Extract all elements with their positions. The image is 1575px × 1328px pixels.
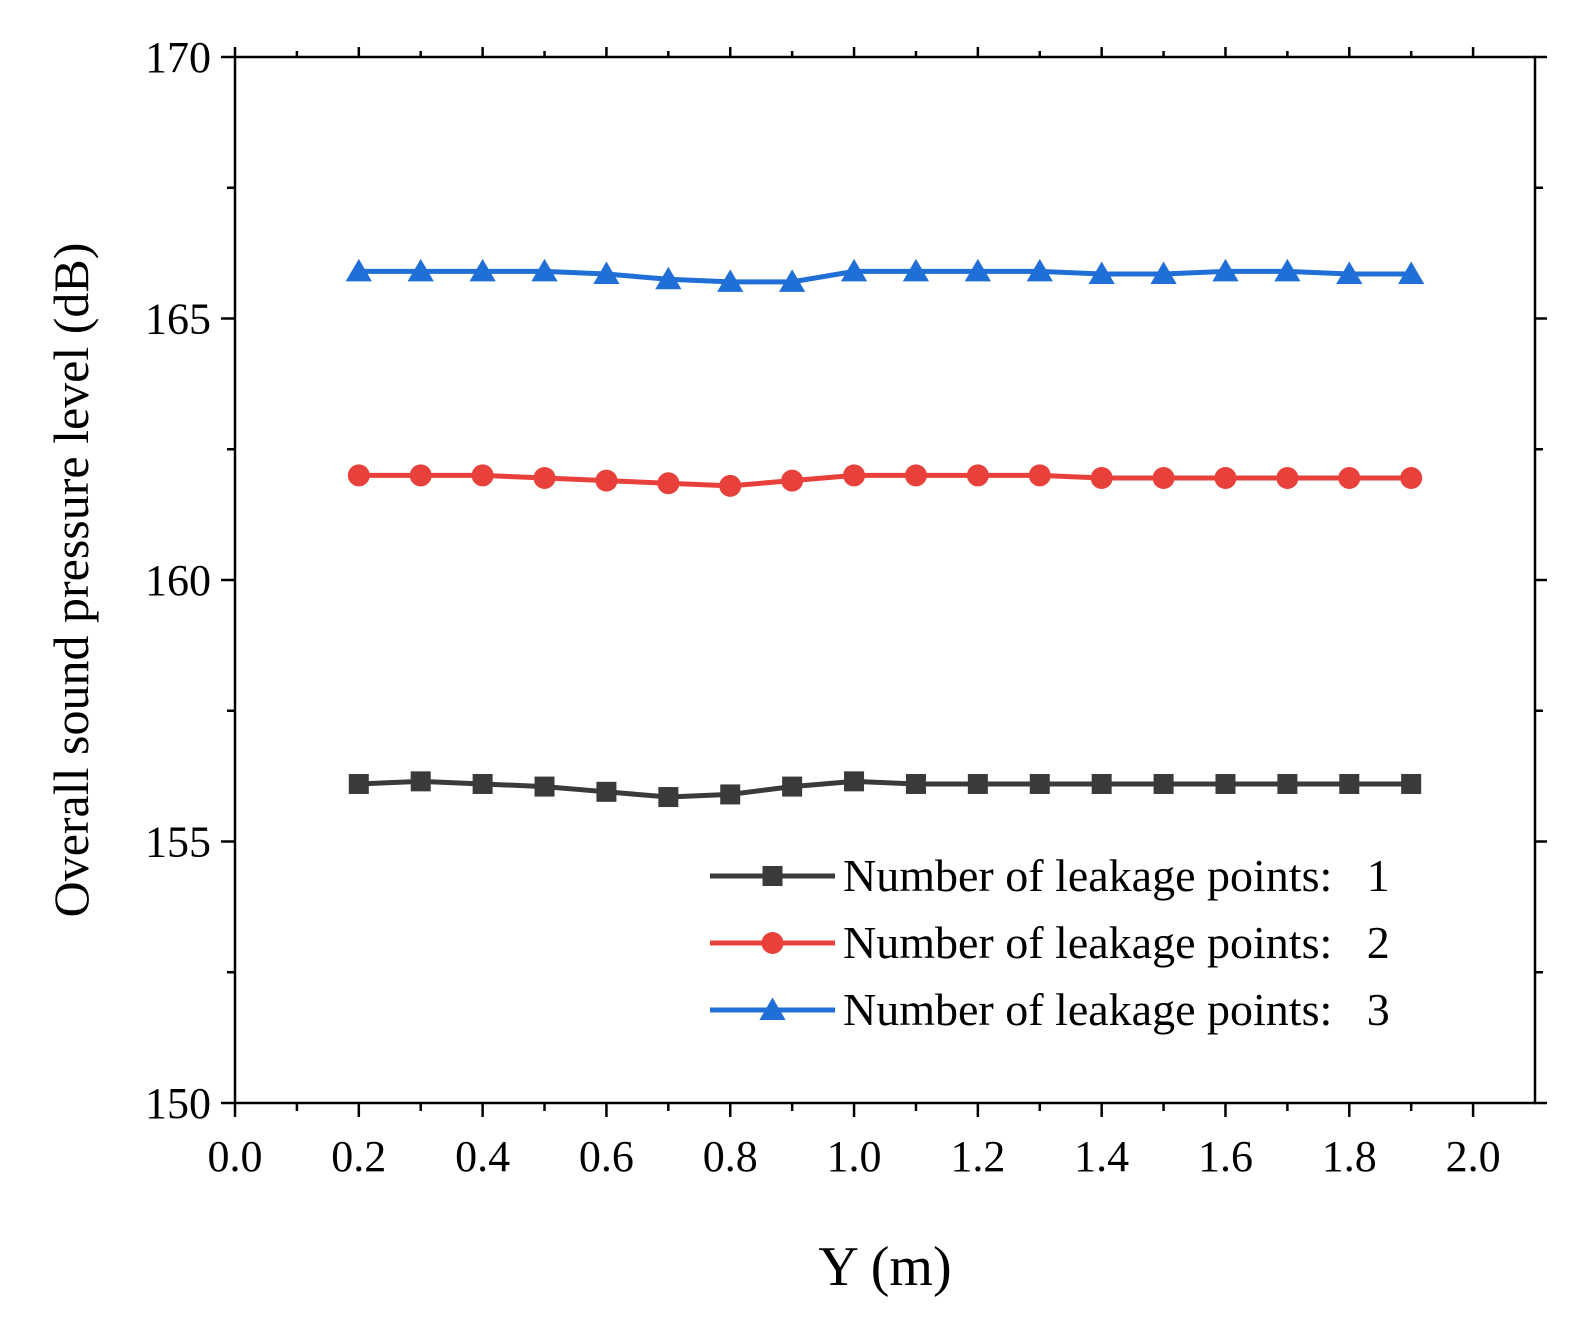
data-point	[657, 472, 680, 495]
legend-label: Number of leakage points: 2	[843, 917, 1390, 968]
data-point	[1153, 773, 1174, 794]
data-point	[409, 464, 432, 487]
data-point	[595, 469, 618, 492]
data-point	[593, 261, 620, 285]
data-point	[1212, 258, 1239, 282]
y-tick-label: 155	[145, 818, 211, 867]
y-axis-title: Overall sound pressure level (dB)	[43, 243, 99, 918]
data-point	[1152, 467, 1175, 490]
x-tick-label: 1.4	[1074, 1132, 1129, 1181]
data-point	[905, 773, 926, 794]
data-point	[844, 771, 865, 792]
y-tick-label: 165	[145, 295, 211, 344]
series-2	[347, 464, 1423, 497]
data-point	[717, 269, 744, 292]
data-point	[471, 464, 494, 487]
data-point	[534, 776, 555, 797]
legend-swatch-marker	[759, 997, 786, 1020]
x-tick-label: 0.0	[208, 1132, 263, 1181]
series-3	[345, 258, 1425, 292]
data-point	[1336, 261, 1363, 285]
legend-label: Number of leakage points: 3	[843, 984, 1390, 1035]
data-point	[782, 776, 803, 797]
x-axis: 0.0 0.2 0.4 0.6 0.8 1.0 1.2 1.4 1.6 1.8 2.0	[208, 47, 1501, 1181]
data-point	[1028, 464, 1051, 487]
legend-swatch-marker	[762, 866, 783, 886]
x-tick-label: 1.8	[1322, 1132, 1377, 1181]
data-point	[1029, 773, 1050, 794]
x-tick-label: 0.2	[331, 1132, 386, 1181]
data-point	[533, 467, 556, 490]
data-point	[1026, 258, 1053, 282]
legend-item: Number of leakage points: 1	[710, 850, 1390, 901]
data-point	[1398, 261, 1425, 285]
x-tick-label: 1.0	[827, 1132, 882, 1181]
data-point	[655, 266, 682, 290]
y-tick-label: 160	[145, 556, 211, 605]
data-point	[840, 258, 868, 282]
data-point	[348, 773, 369, 794]
data-point	[410, 771, 431, 792]
legend: Number of leakage points: 1 Number of lea…	[710, 850, 1390, 1035]
legend-item: Number of leakage points: 3	[710, 984, 1390, 1035]
y-tick-label: 170	[145, 33, 211, 82]
data-point	[472, 773, 493, 794]
data-point	[1150, 261, 1177, 285]
series-line	[358, 268, 1412, 285]
data-point	[1215, 773, 1236, 794]
series-layer	[345, 258, 1425, 808]
series-line	[358, 472, 1412, 489]
data-point	[843, 464, 866, 487]
data-point	[779, 269, 806, 292]
data-point	[469, 258, 496, 282]
legend-label: Number of leakage points: 1	[843, 850, 1390, 901]
y-tick-label: 150	[145, 1079, 211, 1128]
data-point	[1401, 773, 1422, 794]
x-tick-label: 1.6	[1198, 1132, 1253, 1181]
x-axis-title: Y (m)	[818, 1236, 951, 1298]
legend-swatch-marker	[761, 932, 784, 954]
data-point	[347, 464, 370, 487]
legend-item: Number of leakage points: 2	[710, 917, 1390, 968]
x-tick-label: 2.0	[1446, 1132, 1501, 1181]
data-point	[1338, 467, 1361, 490]
x-tick-label: 0.4	[455, 1132, 510, 1181]
data-point	[967, 773, 988, 794]
data-point	[658, 787, 679, 808]
data-point	[1091, 773, 1112, 794]
series-1	[348, 771, 1422, 808]
x-tick-label: 0.6	[579, 1132, 634, 1181]
series-line	[358, 778, 1412, 800]
data-point	[1088, 261, 1115, 285]
data-point	[966, 464, 989, 487]
x-tick-label: 0.8	[703, 1132, 758, 1181]
data-point	[345, 258, 372, 282]
data-point	[902, 258, 930, 282]
data-point	[719, 474, 742, 497]
data-point	[1276, 467, 1299, 490]
x-tick-label: 1.2	[950, 1132, 1005, 1181]
data-point	[1400, 467, 1423, 490]
y-axis: 150 155 160 165 170	[145, 33, 1547, 1128]
data-point	[964, 258, 991, 282]
data-point	[720, 784, 741, 805]
data-point	[1274, 258, 1301, 282]
data-point	[1214, 467, 1237, 490]
data-point	[904, 464, 927, 487]
data-point	[1277, 773, 1298, 794]
data-point	[596, 781, 617, 802]
data-point	[531, 258, 558, 282]
data-point	[1090, 467, 1113, 490]
data-point	[781, 469, 804, 492]
data-point	[407, 258, 434, 282]
data-point	[1339, 773, 1360, 794]
